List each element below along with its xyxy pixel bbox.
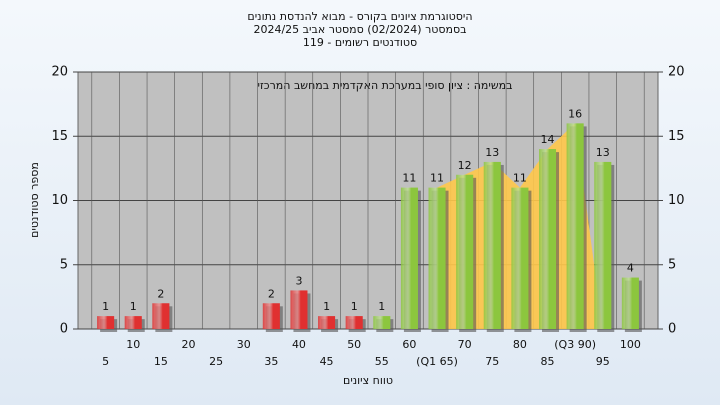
y-tick-label: 10 <box>51 193 68 208</box>
x-tick-label: 40 <box>292 338 306 351</box>
x-tick-label: (Q1 65) <box>416 355 458 368</box>
bar-fill <box>345 316 363 329</box>
data-label: 4 <box>627 262 634 275</box>
x-tick-label: 95 <box>596 355 610 368</box>
y2-tick-label: 0 <box>668 322 676 337</box>
data-label: 3 <box>295 274 302 287</box>
bar <box>511 187 529 329</box>
x-tick-label: 5 <box>102 355 109 368</box>
data-label: 13 <box>596 146 610 159</box>
x-tick-label: 45 <box>320 355 334 368</box>
bar-fill <box>456 174 474 329</box>
y2-tick-label: 10 <box>668 193 685 208</box>
y2-tick-label: 5 <box>668 257 676 272</box>
y-tick-label: 20 <box>51 65 68 80</box>
x-tick-label: 75 <box>485 355 499 368</box>
chart-title: היסטוגרמת ציונים בקורס - מבוא להנדסת נתו… <box>247 10 472 23</box>
y-tick-label: 5 <box>60 257 68 272</box>
data-label: 2 <box>268 287 275 300</box>
bar <box>373 316 391 329</box>
x-tick-label: 20 <box>181 338 195 351</box>
bar <box>621 277 639 329</box>
y2-tick-label: 20 <box>668 65 685 80</box>
x-tick-label: 30 <box>237 338 251 351</box>
x-tick-label: 80 <box>513 338 527 351</box>
bar-fill <box>290 290 308 329</box>
data-label: 1 <box>323 300 330 313</box>
bar <box>262 303 280 329</box>
bar-fill <box>262 303 280 329</box>
bar <box>124 316 142 329</box>
annotation: במשימה : ציון סופי במערכת האקדמית במחשב … <box>258 79 513 92</box>
data-label: 12 <box>458 159 472 172</box>
data-label: 1 <box>351 300 358 313</box>
y-tick-label: 0 <box>60 322 68 337</box>
x-tick-label: 50 <box>347 338 361 351</box>
bar <box>400 187 418 329</box>
x-tick-label: 85 <box>541 355 555 368</box>
x-tick-label: (Q3 90) <box>554 338 596 351</box>
bar <box>594 161 612 329</box>
bar <box>566 123 584 330</box>
x-axis-label: טווח ציונים <box>343 374 393 387</box>
bar <box>456 174 474 329</box>
bar <box>290 290 308 329</box>
bar-fill <box>318 316 336 329</box>
x-tick-label: 10 <box>126 338 140 351</box>
y-tick-label: 15 <box>51 129 68 144</box>
x-tick-label: 35 <box>264 355 278 368</box>
bar <box>483 161 501 329</box>
bar-fill <box>594 161 612 329</box>
bar <box>345 316 363 329</box>
data-label: 11 <box>402 172 416 185</box>
x-tick-label: 55 <box>375 355 389 368</box>
bar-fill <box>483 161 501 329</box>
bar-fill <box>428 187 446 329</box>
data-label: 16 <box>568 107 582 120</box>
bar <box>152 303 170 329</box>
bar <box>318 316 336 329</box>
bar-fill <box>124 316 142 329</box>
data-label: 11 <box>430 172 444 185</box>
data-label: 1 <box>102 300 109 313</box>
data-label: 13 <box>485 146 499 159</box>
bar-fill <box>566 123 584 330</box>
bar-fill <box>97 316 115 329</box>
bar <box>539 149 557 329</box>
bar-fill <box>152 303 170 329</box>
y-axis-label: מספר סטודנטים <box>28 162 41 238</box>
bar <box>428 187 446 329</box>
x-tick-label: 70 <box>458 338 472 351</box>
data-label: 1 <box>378 300 385 313</box>
data-label: 1 <box>130 300 137 313</box>
bar-fill <box>400 187 418 329</box>
bar <box>97 316 115 329</box>
chart-subtitle: סטודנטים רשומים - 119 <box>303 36 417 49</box>
bar-fill <box>373 316 391 329</box>
data-label: 11 <box>513 172 527 185</box>
bar-fill <box>511 187 529 329</box>
bar-fill <box>539 149 557 329</box>
x-tick-label: 15 <box>154 355 168 368</box>
x-tick-label: 25 <box>209 355 223 368</box>
y2-tick-label: 15 <box>668 129 685 144</box>
data-label: 14 <box>541 133 555 146</box>
bar-fill <box>621 277 639 329</box>
data-label: 2 <box>157 287 164 300</box>
x-tick-label: 60 <box>402 338 416 351</box>
chart-subtitle: בסמסטר (02/2024) סמסטר אביב 2024/25 <box>253 23 466 36</box>
x-tick-label: 100 <box>620 338 641 351</box>
